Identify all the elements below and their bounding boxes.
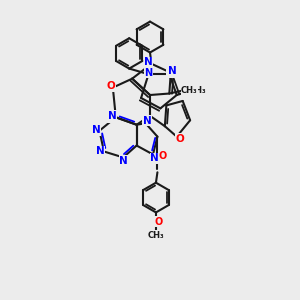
Text: N: N — [150, 153, 159, 163]
Text: O: O — [175, 134, 184, 144]
Text: CH₃: CH₃ — [148, 230, 164, 239]
Text: CH₃: CH₃ — [189, 86, 206, 95]
Text: N: N — [143, 116, 152, 126]
Text: N: N — [168, 66, 177, 76]
Text: O: O — [107, 81, 116, 91]
Text: N: N — [108, 111, 117, 121]
Text: N: N — [167, 68, 175, 78]
Text: CH₃: CH₃ — [181, 86, 197, 95]
Text: N: N — [96, 146, 105, 157]
Text: N: N — [108, 112, 117, 122]
Text: O: O — [155, 217, 163, 226]
Text: N: N — [92, 125, 100, 135]
Text: N: N — [144, 57, 153, 67]
Text: N: N — [145, 68, 153, 78]
Text: N: N — [119, 156, 128, 166]
Text: O: O — [159, 151, 167, 161]
